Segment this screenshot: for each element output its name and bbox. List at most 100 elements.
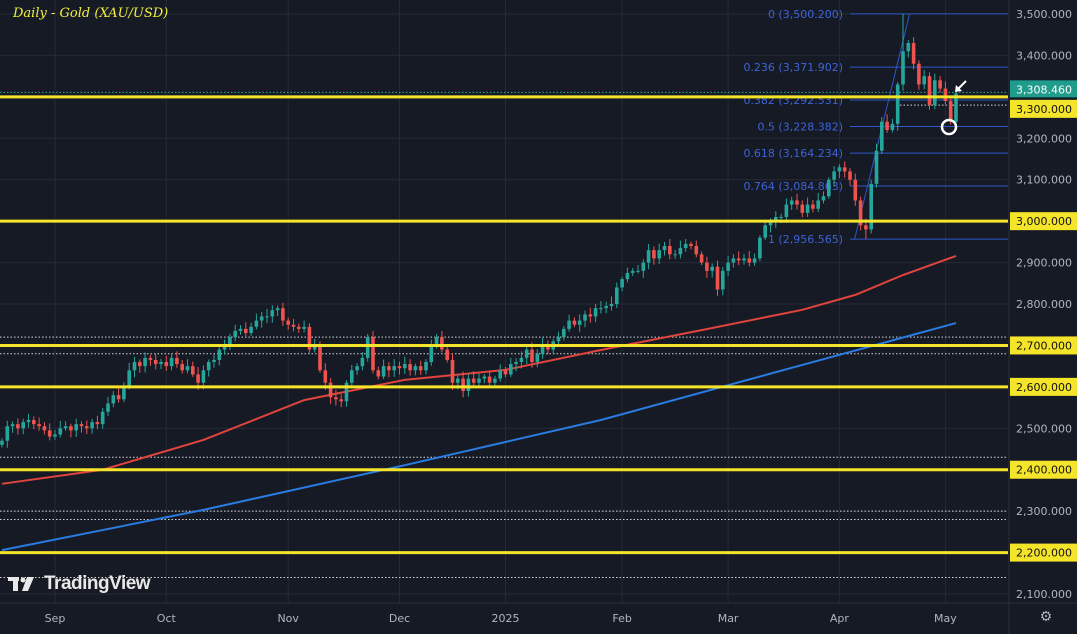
candle-bearish bbox=[376, 370, 381, 377]
candle-bullish bbox=[127, 370, 131, 387]
candle-bullish bbox=[466, 378, 471, 392]
candle-bullish bbox=[662, 246, 667, 251]
candle-bullish bbox=[132, 362, 137, 371]
candle-bearish bbox=[747, 258, 752, 263]
price-axis-label: 2,100.000 bbox=[1016, 588, 1072, 601]
candle-bullish bbox=[413, 366, 418, 371]
candle-bullish bbox=[593, 308, 598, 317]
candle-bearish bbox=[848, 171, 852, 180]
candle-bearish bbox=[180, 364, 184, 371]
fib-level-label: 1 (2,956.565) bbox=[768, 233, 843, 246]
candle-bearish bbox=[588, 314, 593, 317]
candle-bullish bbox=[954, 93, 958, 122]
candle-bullish bbox=[424, 362, 428, 371]
candle-bullish bbox=[726, 262, 730, 271]
candle-bearish bbox=[286, 320, 290, 325]
candle-bearish bbox=[800, 204, 805, 213]
candle-bullish bbox=[519, 357, 524, 363]
candle-bullish bbox=[106, 403, 110, 412]
candle-bullish bbox=[657, 250, 661, 259]
candle-bullish bbox=[477, 378, 481, 383]
candle-bullish bbox=[0, 440, 4, 445]
candle-bullish bbox=[392, 366, 396, 371]
time-axis-label: Dec bbox=[389, 612, 410, 625]
candle-bullish bbox=[609, 304, 614, 307]
candle-bullish bbox=[752, 258, 757, 263]
candle-bearish bbox=[811, 204, 815, 209]
candle-bullish bbox=[901, 51, 905, 85]
candle-bullish bbox=[880, 121, 884, 151]
support-price-tag bbox=[1010, 212, 1077, 231]
candle-bullish bbox=[403, 364, 407, 369]
candle-bullish bbox=[599, 308, 603, 310]
price-axis-label: 3,200.000 bbox=[1016, 132, 1072, 145]
candle-bullish bbox=[710, 266, 714, 271]
candle-bullish bbox=[259, 316, 264, 321]
candle-bullish bbox=[763, 225, 767, 238]
fib-level-label: 0.236 (3,371.902) bbox=[743, 61, 843, 74]
price-axis-label: 2,800.000 bbox=[1016, 298, 1072, 311]
candle-bullish bbox=[5, 426, 10, 441]
candle-bullish bbox=[805, 204, 810, 213]
candle-bullish bbox=[556, 337, 561, 342]
candle-bullish bbox=[890, 123, 895, 131]
candle-bearish bbox=[323, 370, 328, 383]
candle-bullish bbox=[636, 270, 640, 272]
support-price-tag bbox=[1010, 336, 1077, 355]
candle-bullish bbox=[10, 424, 15, 427]
candle-bullish bbox=[789, 200, 794, 205]
candle-bullish bbox=[74, 424, 78, 431]
price-axis-label: 2,300.000 bbox=[1016, 505, 1072, 518]
candle-bullish bbox=[265, 316, 269, 318]
candle-bullish bbox=[620, 279, 624, 288]
candle-bearish bbox=[138, 362, 142, 367]
candle-bullish bbox=[514, 362, 518, 365]
candle-bullish bbox=[625, 272, 630, 280]
candle-bearish bbox=[943, 88, 948, 102]
candle-bearish bbox=[148, 357, 153, 360]
candle-bearish bbox=[705, 262, 709, 271]
candle-bearish bbox=[917, 63, 921, 85]
arrow-annotation-icon bbox=[955, 80, 967, 92]
settings-icon[interactable]: ⚙ bbox=[1039, 608, 1053, 624]
candle-bearish bbox=[387, 366, 391, 371]
candle-bullish bbox=[26, 420, 31, 423]
tradingview-logo-text: TradingView bbox=[44, 573, 151, 594]
candle-bullish bbox=[100, 411, 105, 425]
candle-bearish bbox=[440, 337, 444, 350]
candle-bullish bbox=[758, 237, 762, 259]
candle-bullish bbox=[816, 200, 820, 209]
candle-bearish bbox=[471, 378, 476, 383]
time-axis-label: 2025 bbox=[492, 612, 520, 625]
candle-bearish bbox=[42, 426, 47, 431]
candle-bullish bbox=[482, 376, 487, 379]
last-price-label: 3,308.460 bbox=[1016, 83, 1072, 96]
candle-bullish bbox=[577, 320, 582, 325]
candle-bullish bbox=[212, 359, 216, 363]
candle-bearish bbox=[371, 337, 375, 371]
candle-bearish bbox=[461, 378, 465, 392]
candle-bullish bbox=[365, 337, 370, 358]
candle-bearish bbox=[795, 200, 799, 205]
price-axis-label: 2,400.000 bbox=[1016, 464, 1072, 477]
candle-bearish bbox=[503, 370, 508, 375]
candle-bearish bbox=[164, 362, 169, 367]
candle-bullish bbox=[524, 349, 529, 358]
candle-bullish bbox=[869, 183, 873, 230]
candle-bearish bbox=[397, 366, 402, 369]
price-axis-label: 2,900.000 bbox=[1016, 257, 1072, 270]
candle-bullish bbox=[21, 422, 25, 429]
candle-bullish bbox=[249, 326, 253, 334]
price-axis-label: 2,700.000 bbox=[1016, 339, 1072, 352]
candle-bearish bbox=[37, 424, 41, 427]
candle-bullish bbox=[238, 328, 243, 331]
tradingview-logo: TradingView bbox=[8, 573, 151, 595]
candle-bearish bbox=[858, 200, 863, 226]
candle-bullish bbox=[742, 258, 746, 261]
time-axis-label: Oct bbox=[157, 612, 177, 625]
candle-bullish bbox=[933, 80, 937, 106]
candle-bearish bbox=[546, 345, 550, 350]
time-axis-label: Feb bbox=[612, 612, 631, 625]
candle-bearish bbox=[885, 121, 889, 131]
